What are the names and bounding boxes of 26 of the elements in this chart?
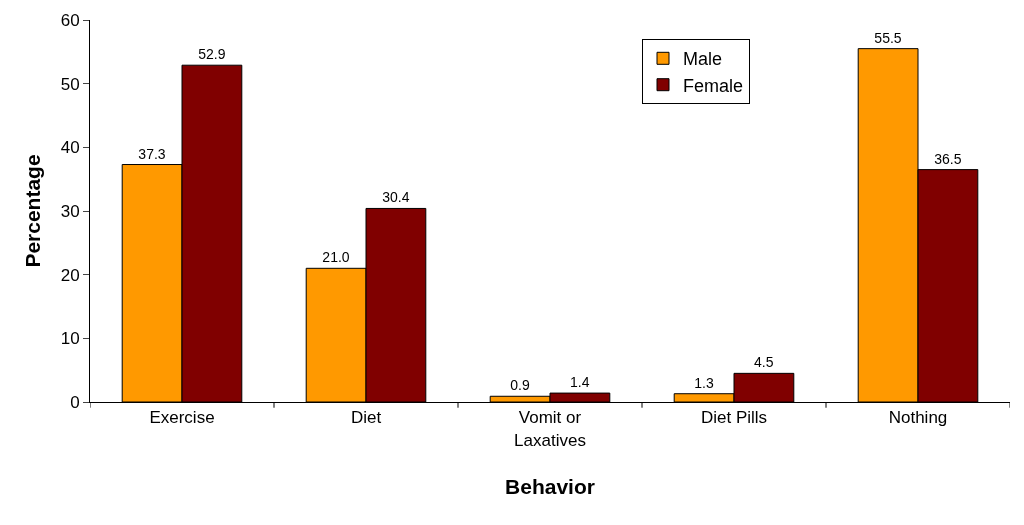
x-tick-label: Nothing xyxy=(888,408,948,428)
legend-label: Male xyxy=(683,49,723,70)
data-label: 21.0 xyxy=(322,249,350,266)
y-tick-label: 20 xyxy=(60,265,80,285)
data-label: 0.9 xyxy=(510,377,530,394)
x-tick-label: Exercise xyxy=(149,408,215,428)
data-label: 1.4 xyxy=(570,374,590,391)
y-tick-label: 0 xyxy=(70,392,80,412)
x-tick-label: Diet xyxy=(350,408,382,428)
y-tick-label: 40 xyxy=(60,138,80,158)
y-tick-label: 30 xyxy=(60,201,80,221)
y-tick-label: 60 xyxy=(60,10,80,30)
data-label: 36.5 xyxy=(934,150,962,167)
legend-label: Female xyxy=(683,75,744,96)
data-label: 1.3 xyxy=(694,374,714,391)
x-tick-label: Vomit or Laxatives xyxy=(514,408,586,450)
data-label: 4.5 xyxy=(754,354,774,371)
data-label: 37.3 xyxy=(138,145,166,162)
x-axis-title: Behavior xyxy=(505,474,595,498)
data-label: 52.9 xyxy=(198,46,226,63)
y-tick-label: 10 xyxy=(60,329,80,349)
x-tick-label: Diet Pills xyxy=(700,408,768,428)
y-axis-title: Percentage xyxy=(20,154,44,268)
data-label: 30.4 xyxy=(382,189,410,206)
data-label: 55.5 xyxy=(874,29,902,46)
y-tick-label: 50 xyxy=(60,74,80,94)
